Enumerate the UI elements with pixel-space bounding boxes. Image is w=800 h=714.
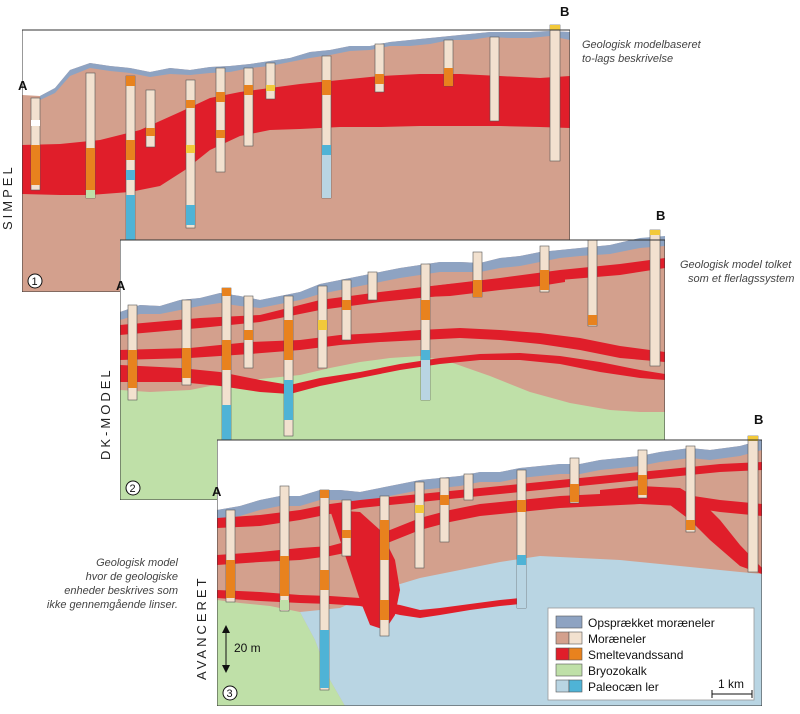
- section-2-label-a: A: [116, 278, 126, 293]
- legend-item-paleocene-clay: Paleocæn ler: [555, 679, 659, 694]
- section-2-title: DK-MODEL: [98, 367, 113, 460]
- legend-item-cracked-clay: Opsprækket moræneler: [555, 615, 715, 630]
- vertical-scale-bar: 20 m: [222, 625, 261, 673]
- legend-item-moraine-clay: Moræneler: [555, 631, 646, 646]
- section-1-number: 1: [32, 276, 38, 288]
- horizontal-scale-bar: 1 km: [711, 677, 753, 698]
- section-3-note-line-2: hvor de geologiske: [86, 571, 178, 583]
- horizontal-scale-label: 1 km: [718, 677, 744, 691]
- section-3-title: AVANCERET: [194, 575, 209, 680]
- section-1-label-a: A: [18, 78, 28, 93]
- section-1-panel: [22, 24, 570, 292]
- section-2-boreholes: [127, 229, 661, 461]
- section-2-number-badge: [125, 480, 141, 496]
- section-1-boreholes: [30, 24, 561, 257]
- section-3-note-line-1: Geologisk model: [96, 557, 178, 569]
- svg-text:Paleocæn ler: Paleocæn ler: [588, 680, 659, 694]
- section-1-note-line-2: to-lags beskrivelse: [582, 53, 673, 65]
- svg-text:Bryozokalk: Bryozokalk: [588, 664, 648, 678]
- section-3-number-badge: [222, 685, 238, 701]
- svg-text:Moræneler: Moræneler: [588, 632, 646, 646]
- legend-item-bryozoan-limestone: Bryozokalk: [555, 663, 648, 678]
- section-2-note-line-1: Geologisk model tolket: [680, 259, 792, 271]
- section-1-title: SIMPEL: [0, 164, 15, 230]
- legend: Opsprækket moræneler Moræneler Smeltevan…: [547, 607, 755, 701]
- section-1-number-badge: [27, 273, 43, 289]
- vertical-scale-label: 20 m: [234, 641, 261, 655]
- section-1-note-line-1: Geologisk modelbaseret: [582, 39, 702, 51]
- section-3-panel: [217, 435, 762, 706]
- section-3-note-line-4: ikke gennemgående linser.: [47, 599, 178, 611]
- section-3-note-line-3: enheder beskrives som: [64, 585, 178, 597]
- section-2-number: 2: [130, 483, 136, 495]
- svg-text:Smeltevandssand: Smeltevandssand: [588, 648, 683, 662]
- section-3-boreholes: [225, 435, 759, 691]
- legend-item-meltwater-sand: Smeltevandssand: [555, 647, 683, 662]
- section-3-label-a: A: [212, 484, 222, 499]
- section-3-label-b: B: [754, 412, 763, 427]
- section-2-label-b: B: [656, 208, 665, 223]
- section-1-label-b: B: [560, 4, 569, 19]
- section-2-note-line-2: som et flerlagssystem: [688, 273, 794, 285]
- section-3-number: 3: [227, 688, 233, 700]
- svg-text:Opsprækket moræneler: Opsprækket moræneler: [588, 616, 715, 630]
